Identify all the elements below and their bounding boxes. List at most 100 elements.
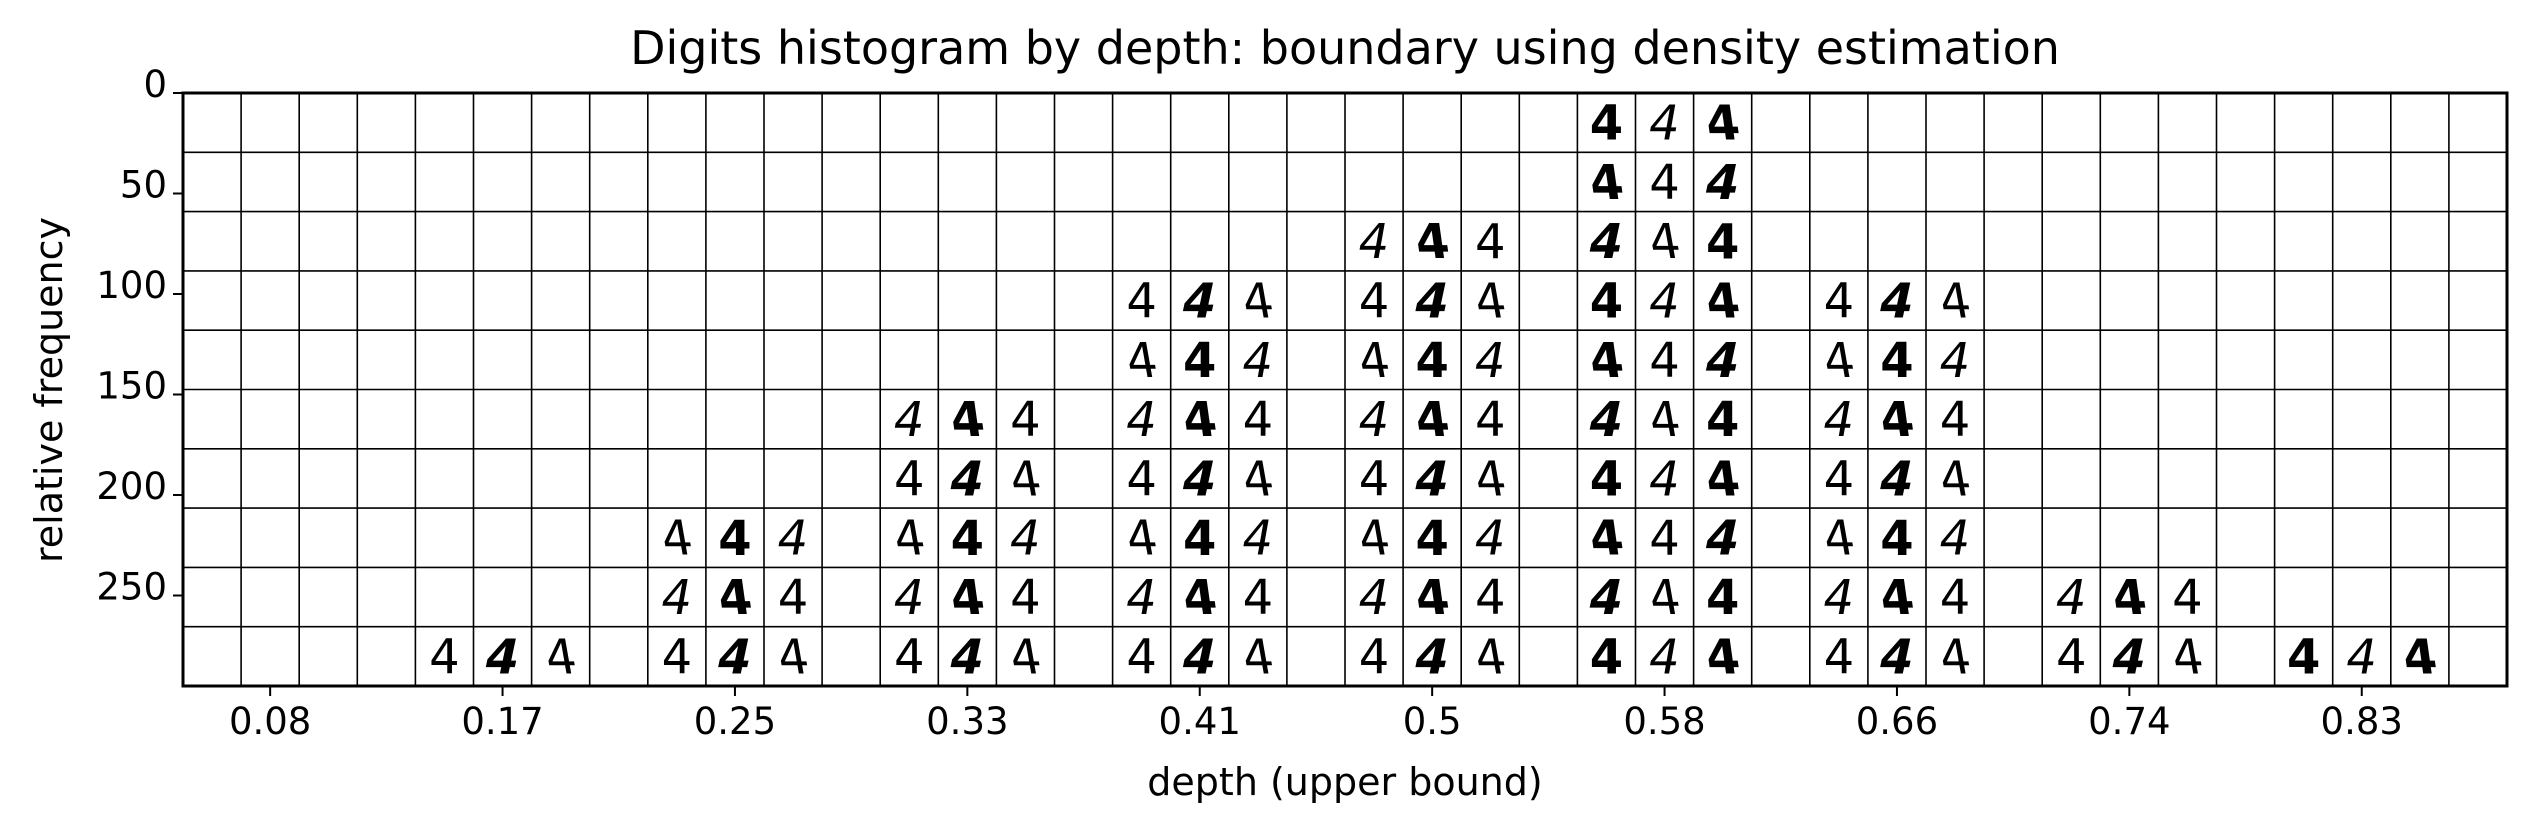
digit-image: 4: [1935, 333, 1975, 389]
digit-image: 4: [1590, 451, 1623, 507]
digit-image: 4: [947, 570, 988, 626]
digit-image: 4: [1824, 629, 1855, 685]
digit-image: 4: [1243, 392, 1274, 448]
digit-image: 4: [1590, 629, 1623, 685]
digit-image: 4: [773, 511, 813, 567]
digit-image: 4: [945, 630, 990, 685]
digit-image: 4: [1645, 570, 1685, 626]
x-tick-label: 0.58: [1623, 700, 1705, 743]
digit-image: 4: [1876, 570, 1917, 626]
digit-image: 4: [889, 511, 929, 567]
digit-image: 4: [1586, 155, 1627, 211]
digit-image: 4: [894, 451, 925, 507]
digit-image: 4: [1645, 392, 1685, 448]
x-axis-label: depth (upper bound): [1147, 760, 1542, 804]
digit-image: 4: [1935, 452, 1975, 508]
digit-image: 4: [1475, 392, 1506, 448]
digit-image: 4: [1475, 214, 1506, 270]
digit-image: 4: [1238, 274, 1278, 330]
digit-image: 4: [1010, 570, 1041, 626]
digit-image: 4: [1819, 333, 1859, 389]
digit-image: 4: [2287, 629, 2320, 685]
digit-image: 4: [1590, 96, 1623, 152]
digit-image: 4: [1415, 333, 1448, 389]
digit-image: 4: [1649, 511, 1680, 567]
digit-image: 4: [1702, 274, 1743, 330]
digit-image: 4: [1409, 452, 1454, 507]
digit-image: 4: [1935, 274, 1975, 330]
digit-image: 4: [541, 630, 581, 686]
digit-image: 4: [1818, 392, 1858, 448]
y-tick-label: 250: [96, 566, 167, 609]
digit-image: 4: [1415, 511, 1448, 567]
digit-image: 4: [1702, 96, 1743, 152]
digit-image: 4: [1940, 570, 1971, 626]
digit-image: 4: [1005, 452, 1045, 508]
digit-image: 4: [2167, 630, 2207, 686]
x-tick-label: 0.08: [229, 700, 311, 743]
digit-image: 4: [1874, 274, 1919, 329]
y-axis-label: relative frequency: [27, 217, 71, 563]
digit-image: 4: [1183, 511, 1216, 567]
digit-image: 4: [1354, 392, 1394, 448]
digit-image: 4: [1354, 333, 1394, 389]
digit-image: 4: [1702, 630, 1743, 686]
digit-image: 4: [2172, 570, 2203, 626]
digit-image: 4: [1412, 214, 1453, 270]
digit-image: 4: [1177, 630, 1222, 685]
digit-image: 4: [1183, 333, 1216, 389]
digit-image: 4: [945, 452, 990, 507]
digit-image: 4: [1126, 274, 1157, 330]
digit-image: 4: [1644, 452, 1684, 508]
x-tick-label: 0.83: [2321, 700, 2403, 743]
y-tick-label: 50: [120, 164, 167, 207]
digit-image: 4: [1586, 333, 1627, 389]
digit-image: 4: [1649, 155, 1680, 211]
digit-image: 4: [889, 570, 929, 626]
y-tick-label: 150: [96, 365, 167, 408]
y-tick-label: 100: [96, 264, 167, 307]
digit-image: 4: [1237, 511, 1277, 567]
digit-image: 4: [1359, 451, 1390, 507]
digit-image: 4: [1935, 630, 1975, 686]
y-axis-ticks: 0 50 100 150 200 250: [96, 63, 183, 609]
digit-image: 4: [1584, 215, 1629, 270]
digit-image: 4: [1586, 511, 1627, 567]
digit-image: 4: [1179, 570, 1220, 626]
x-tick-label: 0.74: [2088, 700, 2170, 743]
digit-image: 4: [1237, 333, 1277, 389]
digit-image: 4: [778, 570, 809, 626]
digit-image: 4: [1644, 274, 1684, 330]
digit-image: 4: [718, 511, 751, 567]
y-tick-label: 200: [96, 465, 167, 508]
digit-image: 4: [1409, 630, 1454, 685]
digit-image: 4: [2107, 630, 2152, 685]
digit-image: 4: [1122, 511, 1162, 567]
digit-image: 4: [714, 570, 755, 626]
digit-image: 4: [1359, 629, 1390, 685]
digit-image: 4: [429, 629, 460, 685]
digit-image: 4: [1354, 570, 1394, 626]
grid-lines: [183, 93, 2507, 686]
digit-image: 4: [1874, 452, 1919, 507]
digit-image: 4: [1243, 570, 1274, 626]
digit-image: 4: [1644, 96, 1684, 152]
digit-image: 4: [1700, 333, 1745, 388]
digit-image: 4: [1590, 274, 1623, 330]
plot-frame: [181, 91, 2509, 688]
digit-image: 4: [1470, 511, 1510, 567]
x-tick-label: 0.66: [1856, 700, 1938, 743]
digit-image: 4: [1702, 452, 1743, 508]
digit-image: 4: [1475, 570, 1506, 626]
digit-image: 4: [1354, 511, 1394, 567]
digit-image: 4: [1409, 274, 1454, 329]
digit-image: 4: [1179, 392, 1220, 448]
digit-image: 4: [2341, 630, 2381, 686]
digit-image: 4: [1121, 392, 1161, 448]
digit-image: 4: [1470, 452, 1510, 508]
y-tick-label: 0: [143, 63, 167, 106]
digit-image: 4: [1005, 630, 1045, 686]
x-tick-label: 0.41: [1159, 700, 1241, 743]
